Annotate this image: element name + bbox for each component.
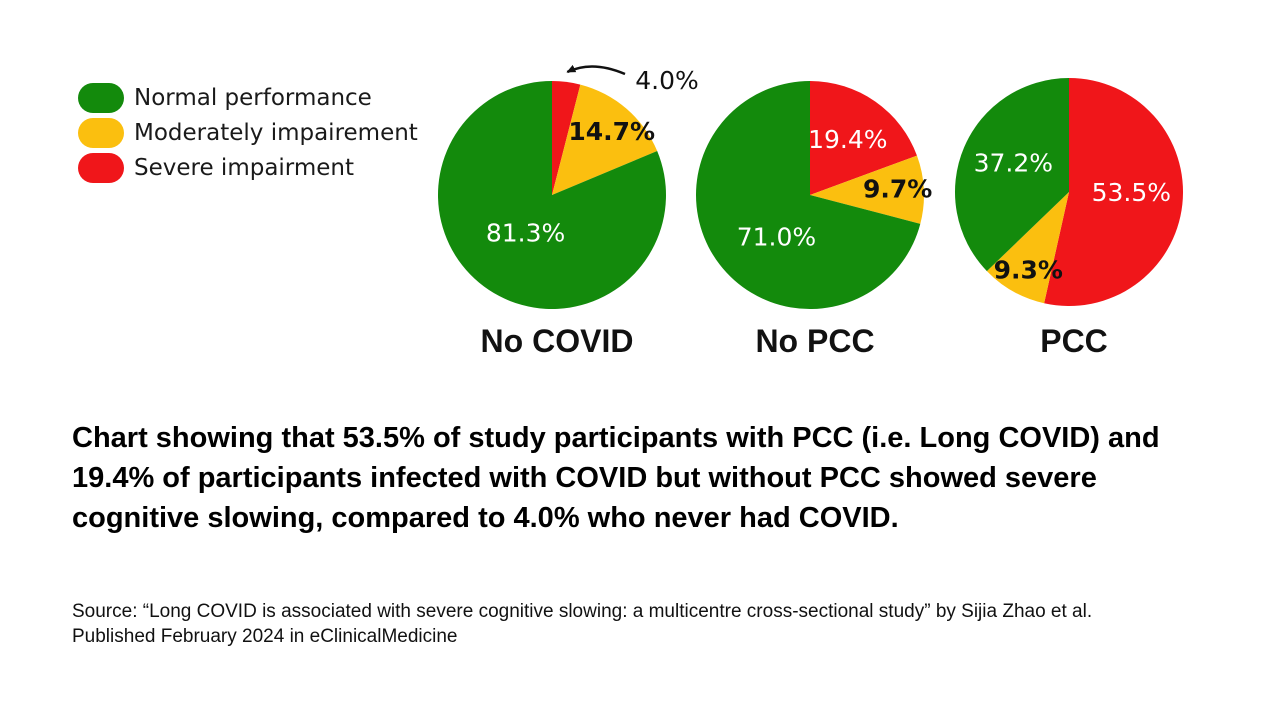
slice-label: 37.2% [974,149,1053,178]
pie-slice-severe [1044,78,1184,306]
legend-swatch-severe [78,152,124,183]
legend-item: Moderately impairement [78,115,418,150]
slice-label: 19.4% [808,125,887,154]
pie-slice-moderate [986,192,1069,304]
source-citation: Source: “Long COVID is associated with s… [72,601,1093,647]
pie-title: No PCC [755,323,874,359]
pie-slice-normal [437,80,666,309]
pie-slice-moderate [552,84,658,195]
slice-label: 81.3% [486,219,565,248]
legend-label: Normal performance [134,84,372,111]
legend-label: Severe impairment [134,154,355,181]
legend: Normal performance Moderately impairement… [78,80,418,185]
slice-label: 9.7% [863,175,932,204]
pie-title: No COVID [481,323,634,359]
slice-label: 9.3% [994,256,1063,285]
legend-swatch-normal [78,82,124,113]
slice-label: 4.0% [635,66,699,95]
legend-swatch-moderate [78,117,124,148]
slice-label: 53.5% [1092,178,1171,207]
pie-slice-moderate [810,155,924,224]
pie-slice-normal [954,77,1069,272]
pie-chart-pcc: 53.5% 9.3% 37.2% PCC [954,77,1184,359]
pie-title: PCC [1040,323,1108,359]
legend-label: Moderately impairement [134,119,418,146]
pie-slice-severe [552,81,581,195]
pie-slice-normal [695,81,921,309]
callout-arrow [566,64,626,76]
slice-label: 14.7% [568,117,655,146]
legend-item: Normal performance [78,80,418,115]
pie-slice-severe [810,81,917,195]
pie-chart-no-pcc: 19.4% 9.7% 71.0% No PCC [695,81,932,359]
slice-label: 71.0% [737,222,816,251]
legend-item: Severe impairment [78,150,418,185]
pie-charts: 4.0% 14.7% 81.3% No COVID 19.4% 9.7% 71.0% No P… [437,64,1184,359]
chart-caption: Chart showing that 53.5% of study partic… [72,422,1160,534]
pie-chart-no-covid: 4.0% 14.7% 81.3% No COVID [437,64,699,359]
